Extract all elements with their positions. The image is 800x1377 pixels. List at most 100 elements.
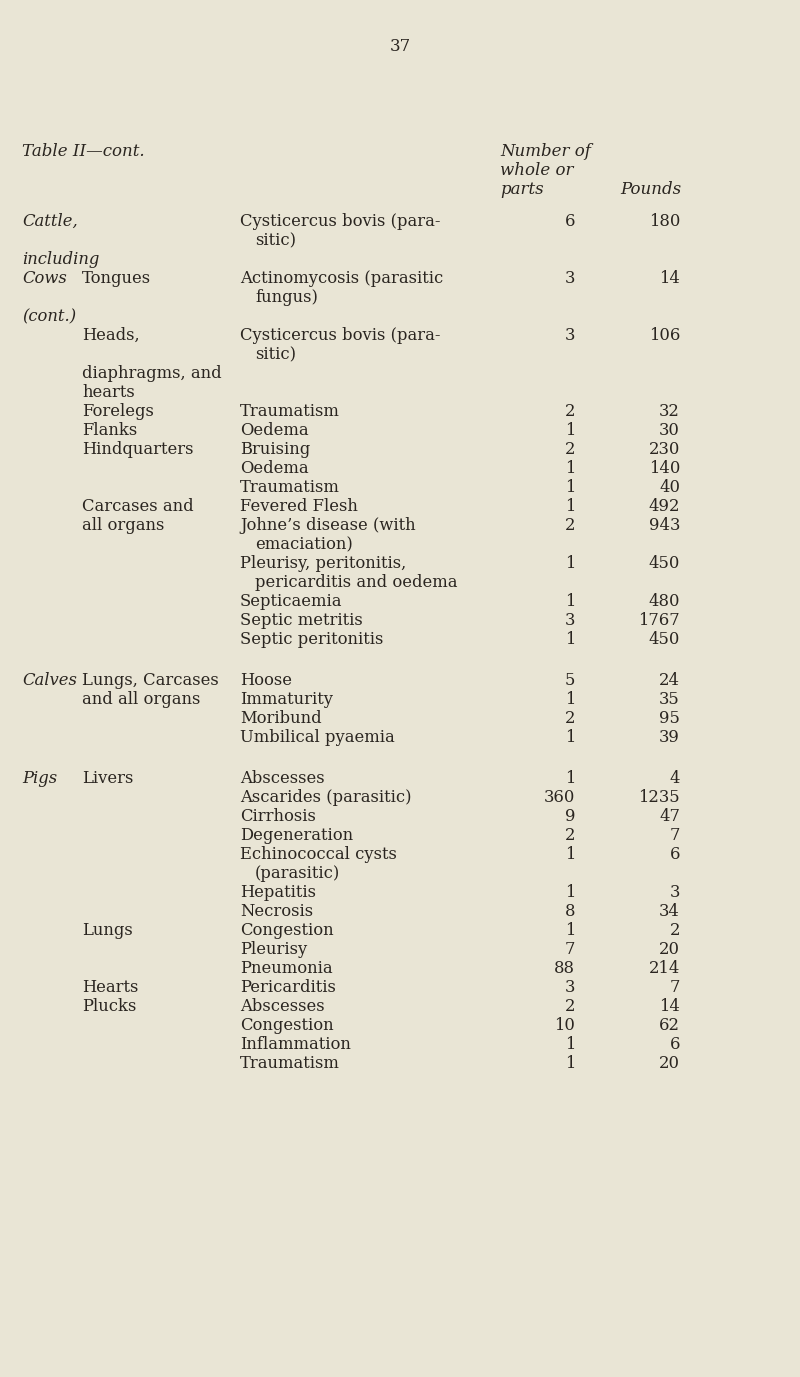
Text: 6: 6 bbox=[670, 1036, 680, 1053]
Text: (cont.): (cont.) bbox=[22, 308, 76, 325]
Text: 95: 95 bbox=[659, 711, 680, 727]
Text: Livers: Livers bbox=[82, 770, 134, 788]
Text: Traumatism: Traumatism bbox=[240, 479, 340, 496]
Text: 4: 4 bbox=[670, 770, 680, 788]
Text: Abscesses: Abscesses bbox=[240, 770, 325, 788]
Text: 47: 47 bbox=[659, 808, 680, 825]
Text: 30: 30 bbox=[659, 421, 680, 439]
Text: Ascarides (parasitic): Ascarides (parasitic) bbox=[240, 789, 411, 806]
Text: 3: 3 bbox=[670, 884, 680, 901]
Text: 88: 88 bbox=[554, 960, 575, 978]
Text: Lungs: Lungs bbox=[82, 923, 133, 939]
Text: 230: 230 bbox=[649, 441, 680, 459]
Text: Number of: Number of bbox=[500, 143, 591, 160]
Text: 943: 943 bbox=[649, 516, 680, 534]
Text: 3: 3 bbox=[565, 326, 575, 344]
Text: 5: 5 bbox=[565, 672, 575, 688]
Text: Fevered Flesh: Fevered Flesh bbox=[240, 498, 358, 515]
Text: Echinococcal cysts: Echinococcal cysts bbox=[240, 845, 397, 863]
Text: Pneumonia: Pneumonia bbox=[240, 960, 333, 978]
Text: 360: 360 bbox=[544, 789, 575, 806]
Text: and all organs: and all organs bbox=[82, 691, 200, 708]
Text: Inflammation: Inflammation bbox=[240, 1036, 351, 1053]
Text: emaciation): emaciation) bbox=[255, 536, 353, 554]
Text: Abscesses: Abscesses bbox=[240, 998, 325, 1015]
Text: 10: 10 bbox=[554, 1018, 575, 1034]
Text: Degeneration: Degeneration bbox=[240, 828, 353, 844]
Text: 6: 6 bbox=[565, 213, 575, 230]
Text: 34: 34 bbox=[659, 903, 680, 920]
Text: Hindquarters: Hindquarters bbox=[82, 441, 194, 459]
Text: Flanks: Flanks bbox=[82, 421, 138, 439]
Text: Pigs: Pigs bbox=[22, 770, 57, 788]
Text: Forelegs: Forelegs bbox=[82, 403, 154, 420]
Text: 1: 1 bbox=[565, 923, 575, 939]
Text: Table II—cont.: Table II—cont. bbox=[22, 143, 145, 160]
Text: Septicaemia: Septicaemia bbox=[240, 593, 342, 610]
Text: Cirrhosis: Cirrhosis bbox=[240, 808, 316, 825]
Text: Septic metritis: Septic metritis bbox=[240, 611, 362, 629]
Text: 480: 480 bbox=[649, 593, 680, 610]
Text: 3: 3 bbox=[565, 270, 575, 286]
Text: Oedema: Oedema bbox=[240, 421, 309, 439]
Text: Pounds: Pounds bbox=[620, 180, 681, 198]
Text: 1235: 1235 bbox=[638, 789, 680, 806]
Text: Cows: Cows bbox=[22, 270, 66, 286]
Text: 1: 1 bbox=[565, 728, 575, 746]
Text: 1: 1 bbox=[565, 479, 575, 496]
Text: 2: 2 bbox=[565, 711, 575, 727]
Text: 1767: 1767 bbox=[638, 611, 680, 629]
Text: 2: 2 bbox=[565, 516, 575, 534]
Text: Necrosis: Necrosis bbox=[240, 903, 313, 920]
Text: fungus): fungus) bbox=[255, 289, 318, 306]
Text: 7: 7 bbox=[670, 828, 680, 844]
Text: Umbilical pyaemia: Umbilical pyaemia bbox=[240, 728, 394, 746]
Text: Pleurisy, peritonitis,: Pleurisy, peritonitis, bbox=[240, 555, 406, 571]
Text: 1: 1 bbox=[565, 460, 575, 476]
Text: 1: 1 bbox=[565, 691, 575, 708]
Text: Hepatitis: Hepatitis bbox=[240, 884, 316, 901]
Text: Calves: Calves bbox=[22, 672, 77, 688]
Text: 7: 7 bbox=[565, 940, 575, 958]
Text: 492: 492 bbox=[649, 498, 680, 515]
Text: Hearts: Hearts bbox=[82, 979, 138, 996]
Text: 37: 37 bbox=[390, 39, 410, 55]
Text: Carcases and: Carcases and bbox=[82, 498, 194, 515]
Text: Pleurisy: Pleurisy bbox=[240, 940, 307, 958]
Text: 2: 2 bbox=[565, 998, 575, 1015]
Text: Hoose: Hoose bbox=[240, 672, 292, 688]
Text: 62: 62 bbox=[659, 1018, 680, 1034]
Text: parts: parts bbox=[500, 180, 544, 198]
Text: Bruising: Bruising bbox=[240, 441, 310, 459]
Text: 9: 9 bbox=[565, 808, 575, 825]
Text: 1: 1 bbox=[565, 770, 575, 788]
Text: diaphragms, and: diaphragms, and bbox=[82, 365, 222, 381]
Text: Septic peritonitis: Septic peritonitis bbox=[240, 631, 383, 649]
Text: 140: 140 bbox=[649, 460, 680, 476]
Text: sitic): sitic) bbox=[255, 231, 296, 249]
Text: Pericarditis: Pericarditis bbox=[240, 979, 336, 996]
Text: 1: 1 bbox=[565, 1036, 575, 1053]
Text: 20: 20 bbox=[659, 940, 680, 958]
Text: 32: 32 bbox=[659, 403, 680, 420]
Text: Heads,: Heads, bbox=[82, 326, 140, 344]
Text: 1: 1 bbox=[565, 593, 575, 610]
Text: 1: 1 bbox=[565, 845, 575, 863]
Text: Congestion: Congestion bbox=[240, 1018, 334, 1034]
Text: 2: 2 bbox=[565, 828, 575, 844]
Text: 14: 14 bbox=[659, 998, 680, 1015]
Text: Congestion: Congestion bbox=[240, 923, 334, 939]
Text: 1: 1 bbox=[565, 884, 575, 901]
Text: 214: 214 bbox=[649, 960, 680, 978]
Text: whole or: whole or bbox=[500, 162, 574, 179]
Text: Moribund: Moribund bbox=[240, 711, 322, 727]
Text: 180: 180 bbox=[649, 213, 680, 230]
Text: Johne’s disease (with: Johne’s disease (with bbox=[240, 516, 416, 534]
Text: Immaturity: Immaturity bbox=[240, 691, 333, 708]
Text: Cysticercus bovis (para-: Cysticercus bovis (para- bbox=[240, 326, 441, 344]
Text: 2: 2 bbox=[565, 441, 575, 459]
Text: 14: 14 bbox=[659, 270, 680, 286]
Text: 39: 39 bbox=[659, 728, 680, 746]
Text: Actinomycosis (parasitic: Actinomycosis (parasitic bbox=[240, 270, 443, 286]
Text: 106: 106 bbox=[649, 326, 680, 344]
